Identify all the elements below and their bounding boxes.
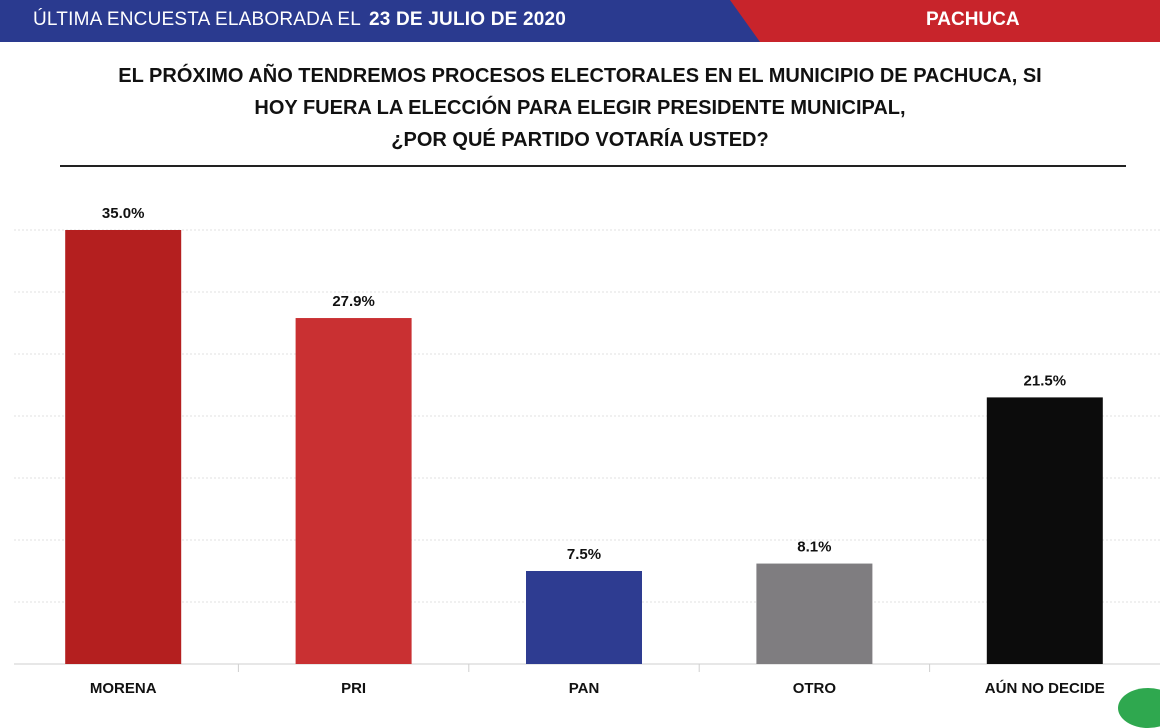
- title-divider: [60, 165, 1126, 167]
- bar-morena: [65, 230, 182, 664]
- bar-value-label: 21.5%: [1024, 372, 1067, 389]
- question-line-2: HOY FUERA LA ELECCIÓN PARA ELEGIR PRESID…: [254, 97, 906, 119]
- bar-otro: [756, 563, 873, 664]
- bar-chart: 35.0% MORENA 27.9% PRI 7.5% PAN 8.1% OTRO 21.5% A…: [14, 205, 1160, 697]
- header-red-band: [730, 0, 1160, 42]
- bar-value-label: 7.5%: [567, 546, 601, 563]
- bar-value-label: 8.1%: [797, 539, 831, 556]
- category-label: AÚN NO DECIDE: [985, 679, 1105, 697]
- question-line-3: ¿POR QUÉ PARTIDO VOTARÍA USTED?: [391, 129, 769, 151]
- bar-value-label: 35.0%: [102, 205, 145, 222]
- question-title: EL PRÓXIMO AÑO TENDREMOS PROCESOS ELECTO…: [0, 60, 1160, 156]
- logo-badge: [1118, 688, 1160, 728]
- bar-pan: [526, 571, 642, 664]
- category-label: PRI: [341, 680, 366, 697]
- header-bar: ÚLTIMA ENCUESTA ELABORADA EL 23 DE JULIO …: [0, 0, 1160, 42]
- category-label: OTRO: [793, 680, 837, 697]
- question-line-1: EL PRÓXIMO AÑO TENDREMOS PROCESOS ELECTO…: [118, 65, 1042, 87]
- bar-value-label: 27.9%: [332, 293, 375, 310]
- survey-date: 23 DE JULIO DE 2020: [369, 9, 567, 30]
- survey-caption: ÚLTIMA ENCUESTA ELABORADA EL: [33, 9, 361, 30]
- category-label: MORENA: [90, 680, 157, 697]
- bar-a-n-no-decide: [986, 397, 1103, 664]
- survey-date-label: ÚLTIMA ENCUESTA ELABORADA EL 23 DE JULIO …: [33, 9, 566, 31]
- category-label: PAN: [569, 680, 600, 697]
- bar-pri: [295, 318, 412, 664]
- location-label: PACHUCA: [926, 9, 1020, 30]
